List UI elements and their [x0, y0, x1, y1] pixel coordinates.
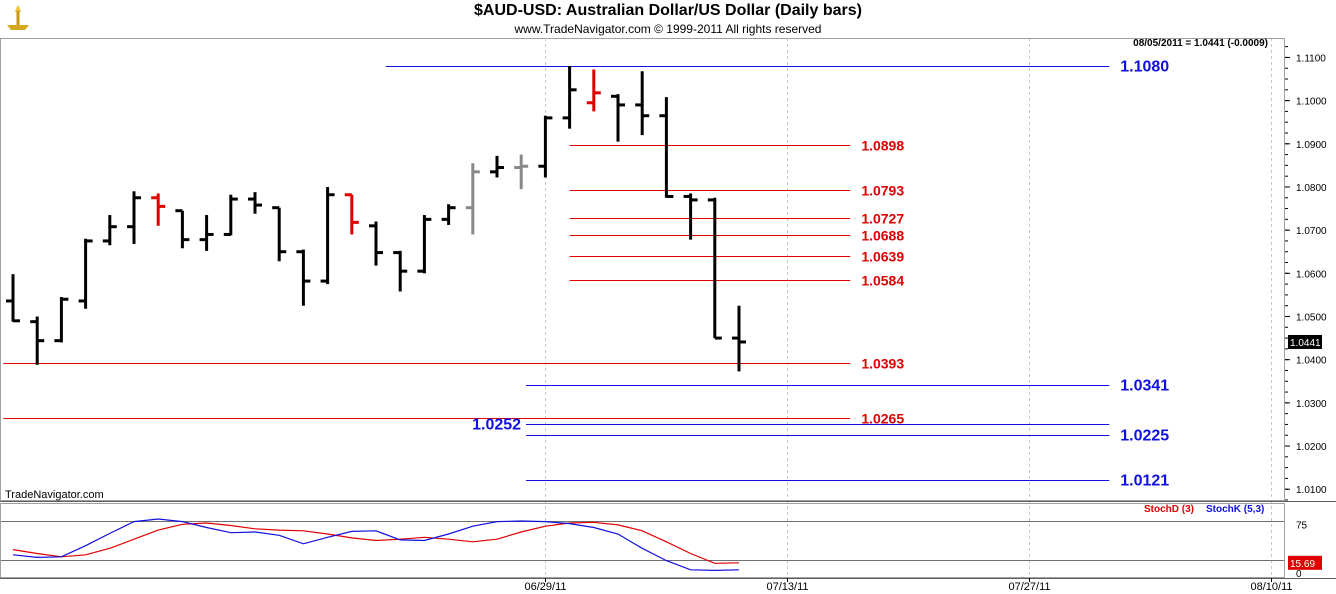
stoch-series-line [12, 518, 740, 572]
ohlc-bar [514, 154, 529, 190]
projection-level-label: 1.0252 [472, 417, 521, 434]
ohlc-bar [490, 155, 504, 178]
logo-icon [7, 5, 29, 30]
projection-level-label: 1.0225 [1120, 428, 1169, 445]
fib-level-label: 1.0584 [861, 273, 904, 289]
projection-level-label: 1.0121 [1120, 473, 1169, 490]
last-price-box [1288, 334, 1322, 349]
y-tick-label: 1.0100 [1296, 485, 1327, 496]
y-tick-label: 1.0900 [1296, 140, 1327, 151]
ohlc-bar [320, 186, 335, 285]
ohlc-bar [102, 215, 117, 246]
axes: 06/29/1107/13/1107/27/1108/10/1108/24/11… [0, 38, 1336, 593]
fib-level-label: 1.0898 [861, 138, 904, 154]
x-tick-label: 06/29/11 [524, 581, 566, 593]
price-bars [6, 66, 746, 372]
ohlc-bar [344, 193, 359, 235]
fib-level-label: 1.0393 [861, 356, 904, 372]
stochastic-panel: 75 0 StochD (3) StochK (5,3) 15.69 [0, 504, 1322, 580]
x-tick-label: 07/27/11 [1008, 581, 1050, 593]
main-plot-frame [0, 38, 1285, 501]
ohlc-bar [441, 204, 456, 225]
fib-level-label: 1.0793 [861, 183, 904, 199]
fib-level-label: 1.0727 [861, 211, 904, 227]
stoch-y-tick-label: 0 [1296, 569, 1302, 580]
ohlc-bar [683, 193, 698, 240]
ohlc-bar [127, 191, 141, 244]
ohlc-bar [538, 115, 553, 178]
ohlc-bar [417, 215, 432, 274]
y-tick-label: 1.0400 [1296, 356, 1327, 367]
y-tick-label: 1.0300 [1296, 399, 1327, 410]
ohlc-bar [659, 97, 674, 198]
ohlc-bar [393, 250, 408, 292]
last-quote: 08/05/2011 = 1.0441 (-0.0009) [1133, 38, 1268, 49]
ohlc-bar [732, 305, 746, 372]
stoch-y-tick-label: 75 [1296, 520, 1308, 531]
ohlc-bar [635, 71, 650, 136]
fib-level-label: 1.0639 [861, 249, 904, 265]
chart-title: $AUD-USD: Australian Dollar/US Dollar (D… [474, 2, 862, 19]
ohlc-bar [465, 163, 480, 235]
ohlc-bar [369, 221, 383, 266]
stoch-legend-k: StochK (5,3) [1206, 504, 1264, 515]
ohlc-bar [248, 192, 262, 214]
last-price-label: 1.0441 [1290, 338, 1321, 349]
copyright-notice: www.TradeNavigator.com © 1999-2011 All r… [514, 22, 822, 36]
y-tick-label: 1.0600 [1296, 269, 1327, 280]
stoch-series-line [12, 521, 740, 564]
stoch-last-value: 15.69 [1290, 559, 1315, 570]
stoch-plot-frame [0, 503, 1285, 578]
ohlc-bar [562, 66, 577, 129]
stoch-last-value-box [1288, 555, 1322, 570]
ohlc-bar [54, 297, 69, 343]
ohlc-bar [78, 238, 93, 309]
ohlc-bar [151, 193, 166, 226]
y-tick-label: 1.1000 [1296, 97, 1327, 108]
grid-lines [545, 38, 1272, 578]
ohlc-bar [707, 197, 722, 340]
x-tick-label: 08/10/11 [1250, 581, 1292, 593]
ohlc-bar [175, 209, 190, 249]
y-tick-label: 1.0800 [1296, 183, 1327, 194]
y-tick-label: 1.0700 [1296, 226, 1327, 237]
ohlc-bar [199, 215, 214, 251]
projection-level-label: 1.0341 [1120, 378, 1169, 395]
ohlc-bar [272, 206, 287, 262]
y-tick-label: 1.0200 [1296, 442, 1327, 453]
ohlc-bar [223, 194, 238, 236]
y-tick-label: 1.0500 [1296, 312, 1327, 323]
watermark-text: TradeNavigator.com [5, 489, 104, 501]
ohlc-bar [30, 316, 45, 365]
fib-level-label: 1.0265 [861, 411, 904, 427]
ohlc-bar [586, 69, 601, 112]
ohlc-bar [6, 274, 20, 323]
y-tick-label: 1.1100 [1296, 53, 1326, 64]
projection-level-label: 1.1080 [1120, 59, 1169, 76]
stoch-legend-d: StochD (3) [1144, 504, 1194, 515]
x-tick-label: 07/13/11 [766, 581, 808, 593]
ohlc-bar [296, 249, 311, 306]
ohlc-bar [611, 94, 625, 142]
fib-level-label: 1.0688 [861, 228, 904, 244]
